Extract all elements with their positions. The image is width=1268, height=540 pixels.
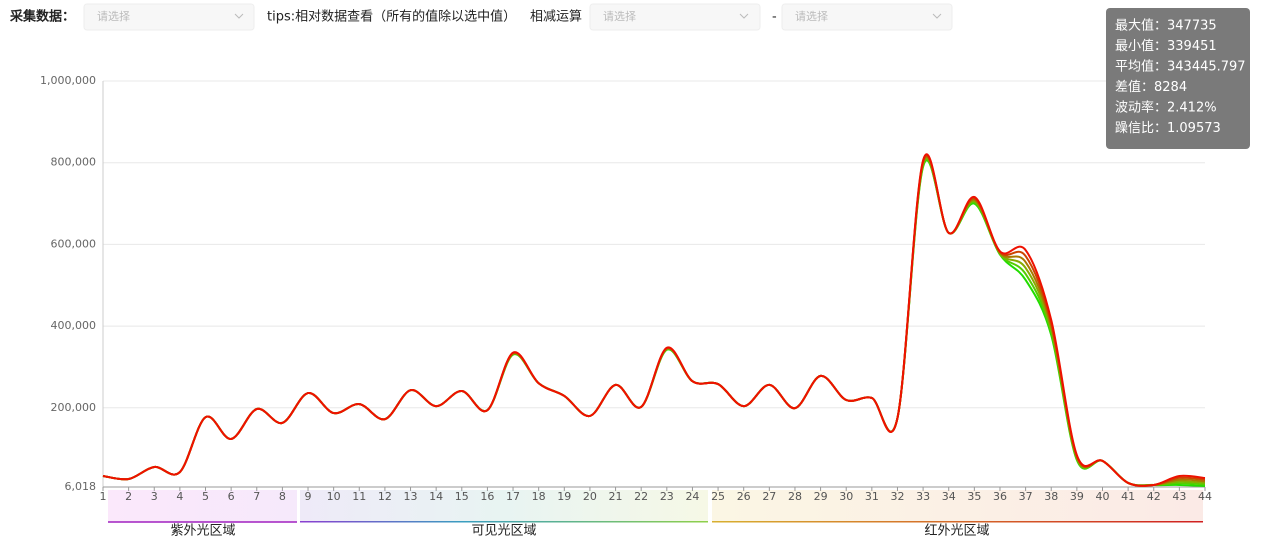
plot-area: 6,018 200,000 400,000 600,000 800,000 1,000,0… (40, 74, 1212, 503)
region-band (300, 490, 708, 522)
tooltip-line: 平均值：343445.797 (1115, 59, 1246, 75)
placeholder: 请选择 (603, 9, 636, 23)
series-line (102, 158, 1206, 487)
placeholder: 请选择 (97, 9, 130, 23)
select[interactable]: 请选择 (781, 3, 953, 31)
y-tick-label: 1,000,000 (40, 74, 96, 87)
x-tick-label: 32 (890, 490, 904, 503)
x-tick-label: 29 (814, 490, 828, 503)
x-tick-label: 41 (1121, 490, 1135, 503)
x-tick-label: 25 (711, 490, 725, 503)
x-tick-label: 3 (151, 490, 158, 503)
x-tick-label: 11 (352, 490, 366, 503)
region-line (712, 521, 1203, 523)
x-tick-label: 2 (125, 490, 132, 503)
select-box[interactable] (781, 3, 953, 31)
series-line (102, 159, 1206, 487)
x-tick-label: 27 (762, 490, 776, 503)
x-tick-label: 36 (993, 490, 1007, 503)
x-tick-label: 30 (839, 490, 853, 503)
x-tick-label: 7 (253, 490, 260, 503)
chevron (739, 13, 749, 19)
x-tick-label: 6 (228, 490, 235, 503)
region-band (108, 490, 297, 522)
x-tick-label: 38 (1044, 490, 1058, 503)
x-tick-label: 31 (865, 490, 879, 503)
x-tick-label: 10 (327, 490, 341, 503)
x-tick-label: 17 (506, 490, 520, 503)
x-tick-label: 39 (1070, 490, 1084, 503)
x-tick-label: 28 (788, 490, 802, 503)
select-box[interactable] (589, 3, 761, 31)
x-tick-label: 1 (100, 490, 107, 503)
y-tick-label: 800,000 (51, 156, 97, 169)
tooltip-line: 最小值：339451 (1115, 38, 1217, 54)
x-tick-label: 5 (202, 490, 209, 503)
x-tick-label: 12 (378, 490, 392, 503)
x-tick-label: 19 (557, 490, 571, 503)
y-tick-label: 600,000 (51, 237, 97, 250)
x-tick-label: 4 (176, 490, 183, 503)
x-tick-label: 9 (305, 490, 312, 503)
x-tick-label: 18 (532, 490, 546, 503)
series-line (102, 155, 1206, 487)
tooltip: 最大值：347735 最小值：339451 平均值：343445.797 差值：828… (1106, 8, 1250, 149)
x-tick-label: 24 (685, 490, 699, 503)
tooltip-line: 最大值：347735 (1115, 18, 1217, 34)
tooltip-line: 波动率：2.412% (1115, 100, 1217, 116)
tooltip-box (1106, 8, 1250, 149)
y-tick-label: 200,000 (51, 401, 97, 414)
y-tick-label: 400,000 (51, 319, 97, 332)
select-box[interactable] (83, 3, 255, 31)
region-band (712, 490, 1203, 522)
region-label: 可见光区域 (471, 524, 536, 539)
x-tick-label: 22 (634, 490, 648, 503)
collect-label: 采集数据： (9, 9, 75, 25)
x-tick-label: 43 (1172, 490, 1186, 503)
x-tick-label: 26 (737, 490, 751, 503)
x-tick-label: 20 (583, 490, 597, 503)
x-tick-label: 14 (429, 490, 443, 503)
x-tick-label: 42 (1147, 490, 1161, 503)
y-tick-label: 6,018 (65, 480, 97, 493)
placeholder: 请选择 (795, 9, 828, 23)
select[interactable]: 请选择 (589, 3, 761, 31)
x-tick-label: 15 (455, 490, 469, 503)
x-tick-label: 33 (916, 490, 930, 503)
series-line (102, 153, 1206, 487)
region-label: 红外光区域 (924, 523, 989, 539)
tooltip-line: 差值：8284 (1115, 79, 1187, 95)
tooltip-line: 躁信比：1.09573 (1115, 121, 1221, 136)
x-tick-label: 16 (480, 490, 494, 503)
region-line (300, 521, 708, 523)
x-tick-label: 40 (1095, 490, 1109, 503)
select[interactable]: 请选择 (83, 3, 255, 31)
x-tick-label: 34 (942, 490, 956, 503)
minus: - (772, 10, 777, 25)
chevron (932, 13, 942, 19)
series-line (102, 157, 1206, 487)
subtract-label: 相减运算 (530, 10, 582, 25)
region-label: 紫外光区域 (170, 524, 235, 539)
x-tick-label: 35 (967, 490, 981, 503)
series-line (102, 154, 1206, 487)
chevron (234, 13, 244, 19)
x-tick-label: 23 (660, 490, 674, 503)
x-tick-label: 44 (1198, 490, 1212, 503)
tips: tips:相对数据查看（所有的值除以选中值） (267, 9, 516, 25)
x-tick-label: 21 (609, 490, 623, 503)
x-tick-label: 37 (1019, 490, 1033, 503)
x-tick-label: 13 (404, 490, 418, 503)
x-tick-label: 8 (279, 490, 286, 503)
